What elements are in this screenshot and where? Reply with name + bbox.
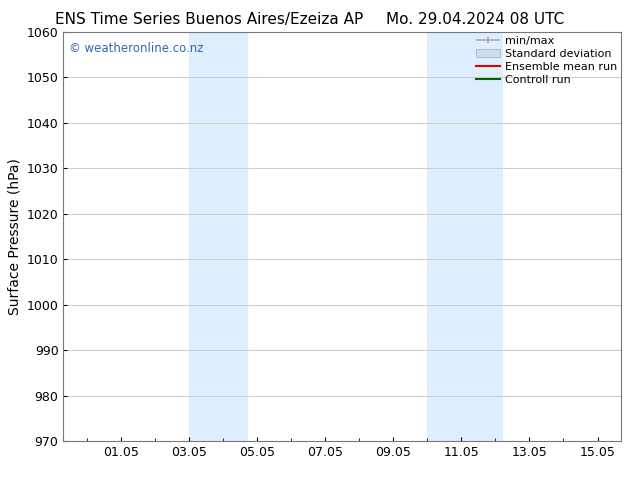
- Bar: [190, 32, 247, 441]
- Y-axis label: Surface Pressure (hPa): Surface Pressure (hPa): [7, 158, 21, 315]
- Bar: [427, 32, 502, 441]
- Legend: min/max, Standard deviation, Ensemble mean run, Controll run: min/max, Standard deviation, Ensemble me…: [474, 34, 619, 87]
- Text: ENS Time Series Buenos Aires/Ezeiza AP: ENS Time Series Buenos Aires/Ezeiza AP: [55, 12, 363, 27]
- Text: © weatheronline.co.nz: © weatheronline.co.nz: [69, 42, 204, 55]
- Text: Mo. 29.04.2024 08 UTC: Mo. 29.04.2024 08 UTC: [386, 12, 565, 27]
